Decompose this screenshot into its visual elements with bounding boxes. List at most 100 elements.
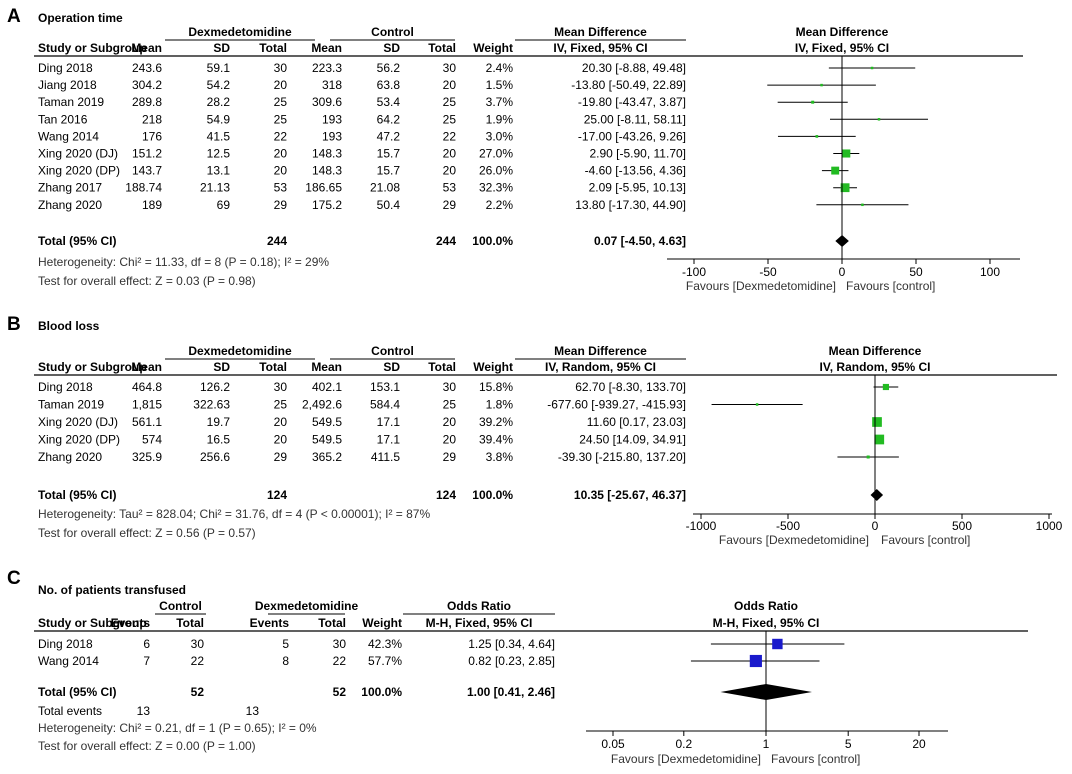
study-cell: 22: [333, 654, 347, 668]
study-cell: 22: [274, 129, 288, 143]
study-cell: 20: [274, 415, 288, 429]
study-cell: 50.4: [377, 198, 401, 212]
study-weight-square: [866, 455, 870, 459]
favours-right: Favours [control]: [881, 533, 970, 547]
x-tick-label: 1: [763, 737, 770, 751]
panel-title: Operation time: [38, 11, 123, 25]
study-cell: 126.2: [200, 380, 230, 394]
study-cell: 309.6: [312, 95, 342, 109]
study-name: Xing 2020 (DP): [38, 164, 120, 178]
study-cell: 53: [274, 181, 288, 195]
study-cell: 30: [274, 380, 288, 394]
study-weight-square: [755, 403, 759, 406]
study-cell: 39.2%: [479, 415, 513, 429]
group2-header: Control: [371, 344, 414, 358]
col-header-total: Total: [176, 616, 204, 630]
panel-title: Blood loss: [38, 319, 100, 333]
col-header-mean: Mean: [131, 360, 162, 374]
study-cell: 3.0%: [486, 129, 514, 143]
favours-left: Favours [Dexmedetomidine]: [611, 752, 761, 766]
col-header-sd: SD: [213, 360, 230, 374]
total-n2: 244: [436, 234, 456, 248]
plot-effect-subheader: IV, Random, 95% CI: [820, 360, 931, 374]
study-name: Xing 2020 (DP): [38, 433, 120, 447]
study-name: Ding 2018: [38, 61, 93, 75]
total-n2: 52: [333, 685, 347, 699]
study-cell: 561.1: [132, 415, 162, 429]
study-cell: 39.4%: [479, 433, 513, 447]
footnote: Test for overall effect: Z = 0.00 (P = 1…: [38, 739, 256, 753]
total-events-1: 13: [137, 704, 151, 718]
study-cell: 143.7: [132, 164, 162, 178]
study-cell: 193: [322, 112, 342, 126]
favours-left: Favours [Dexmedetomidine]: [719, 533, 869, 547]
favours-left: Favours [Dexmedetomidine]: [686, 279, 836, 293]
study-name: Zhang 2017: [38, 181, 102, 195]
col-study-header: Study or Subgroup: [38, 41, 147, 55]
study-cell: 304.2: [132, 78, 162, 92]
study-cell: 63.8: [377, 78, 401, 92]
x-tick-label: 0: [872, 519, 879, 533]
study-cell: 322.63: [193, 398, 230, 412]
study-weight-square: [842, 149, 851, 158]
total-n1: 124: [267, 488, 287, 502]
study-cell: 2.4%: [486, 61, 514, 75]
study-cell: 29: [443, 450, 457, 464]
pooled-diamond: [870, 489, 884, 501]
study-ci: 11.60 [0.17, 23.03]: [587, 415, 686, 429]
study-cell: 549.5: [312, 433, 342, 447]
study-cell: 574: [142, 433, 162, 447]
study-ci: -39.30 [-215.80, 137.20]: [558, 450, 686, 464]
study-ci: 2.90 [-5.90, 11.70]: [589, 147, 686, 161]
study-cell: 7: [143, 654, 150, 668]
study-weight-square: [870, 66, 874, 70]
study-cell: 20: [443, 415, 457, 429]
study-ci: 25.00 [-8.11, 58.11]: [584, 112, 686, 126]
x-tick-label: -1000: [686, 519, 717, 533]
study-cell: 256.6: [200, 450, 230, 464]
study-cell: 21.13: [200, 181, 230, 195]
group1-header: Control: [159, 599, 202, 613]
col-header-sd: SD: [383, 41, 400, 55]
study-cell: 15.8%: [479, 380, 513, 394]
total-n1: 52: [191, 685, 205, 699]
total-ci: 10.35 [-25.67, 46.37]: [574, 488, 686, 502]
study-cell: 20: [274, 78, 288, 92]
study-cell: 175.2: [312, 198, 342, 212]
study-cell: 30: [191, 637, 205, 651]
study-name: Xing 2020 (DJ): [38, 415, 118, 429]
x-tick-label: -100: [682, 265, 706, 279]
study-weight-square: [815, 135, 819, 138]
study-cell: 25: [274, 398, 288, 412]
study-cell: 25: [274, 95, 288, 109]
study-cell: 41.5: [207, 129, 231, 143]
study-cell: 584.4: [370, 398, 400, 412]
col-header-mean: Mean: [311, 360, 342, 374]
favours-right: Favours [control]: [771, 752, 860, 766]
study-weight-square: [820, 83, 823, 87]
study-cell: 153.1: [370, 380, 400, 394]
panel-letter: A: [7, 6, 21, 27]
study-name: Ding 2018: [38, 637, 93, 651]
study-weight-square: [877, 118, 881, 121]
x-tick-label: 500: [952, 519, 972, 533]
study-weight-square: [861, 203, 864, 207]
study-cell: 56.2: [377, 61, 401, 75]
col-header-total: Total: [428, 360, 456, 374]
total-weight: 100.0%: [472, 234, 513, 248]
study-cell: 12.5: [207, 147, 231, 161]
study-cell: 22: [191, 654, 205, 668]
col-header-weight: Weight: [362, 616, 402, 630]
total-label: Total (95% CI): [38, 685, 116, 699]
study-cell: 26.0%: [479, 164, 513, 178]
footnote: Heterogeneity: Chi² = 0.21, df = 1 (P = …: [38, 721, 317, 735]
x-tick-label: -50: [759, 265, 777, 279]
study-ci: 1.25 [0.34, 4.64]: [468, 637, 555, 651]
study-cell: 1.9%: [486, 112, 514, 126]
study-cell: 148.3: [312, 147, 342, 161]
study-cell: 318: [322, 78, 342, 92]
study-cell: 54.9: [207, 112, 231, 126]
study-weight-square: [872, 417, 882, 427]
total-ci: 1.00 [0.41, 2.46]: [467, 685, 555, 699]
